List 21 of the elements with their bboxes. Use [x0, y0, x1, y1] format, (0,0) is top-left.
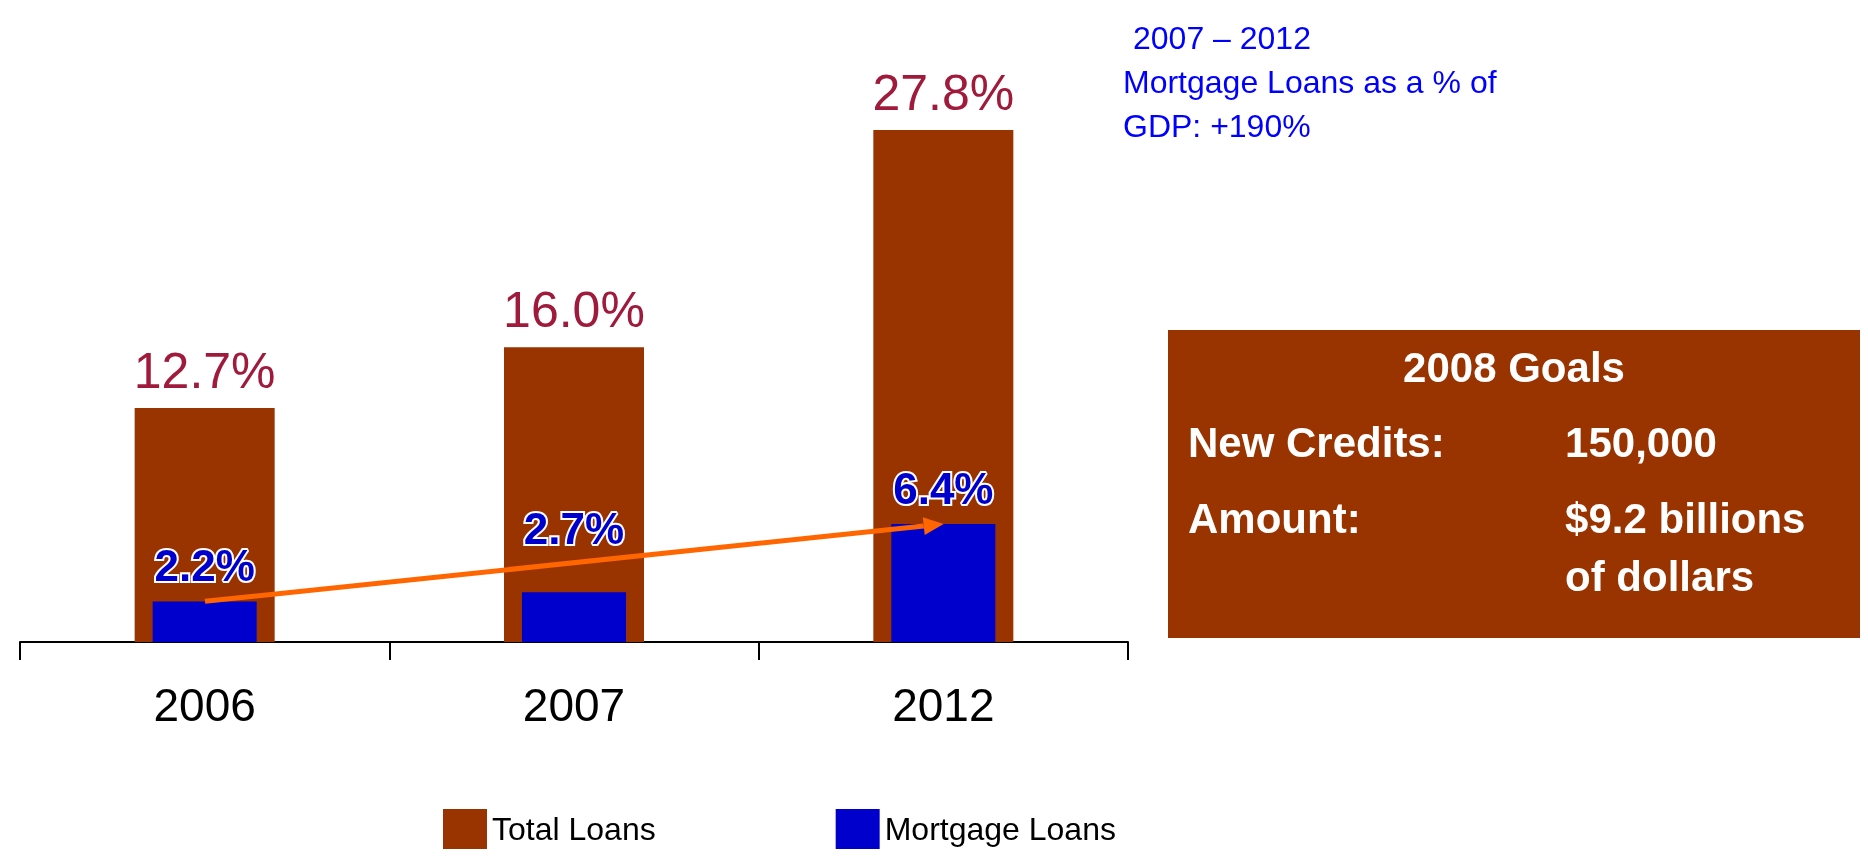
data-label: 6.4% [893, 463, 994, 513]
data-label: 16.0% [503, 282, 645, 339]
text: Amount: [1188, 494, 1362, 544]
data-label: 12.7% [133, 343, 276, 400]
x-tick-label: 2006 [153, 679, 256, 731]
data-label: 2.7% [523, 504, 625, 554]
bar [522, 592, 626, 642]
text: 150,000 [1565, 418, 1718, 468]
bar [152, 601, 257, 642]
legend-label: Mortgage Loans [884, 811, 1116, 847]
data-label: 2.2% [154, 540, 255, 590]
annotation: Mortgage Loans as a % of GDP: +190% [1123, 63, 1498, 146]
text: New Credits: [1188, 418, 1446, 468]
text: 2007 – 2012 [1132, 19, 1312, 58]
x-tick-label: 2007 [522, 679, 626, 731]
bar [891, 524, 996, 642]
text: 2008 Goals [1402, 344, 1626, 392]
text: $9.2 billions of dollars [1565, 494, 1807, 602]
x-tick-label: 2012 [892, 679, 995, 731]
legend-label: Total Loans [492, 811, 656, 847]
data-label: 27.8% [872, 64, 1015, 121]
